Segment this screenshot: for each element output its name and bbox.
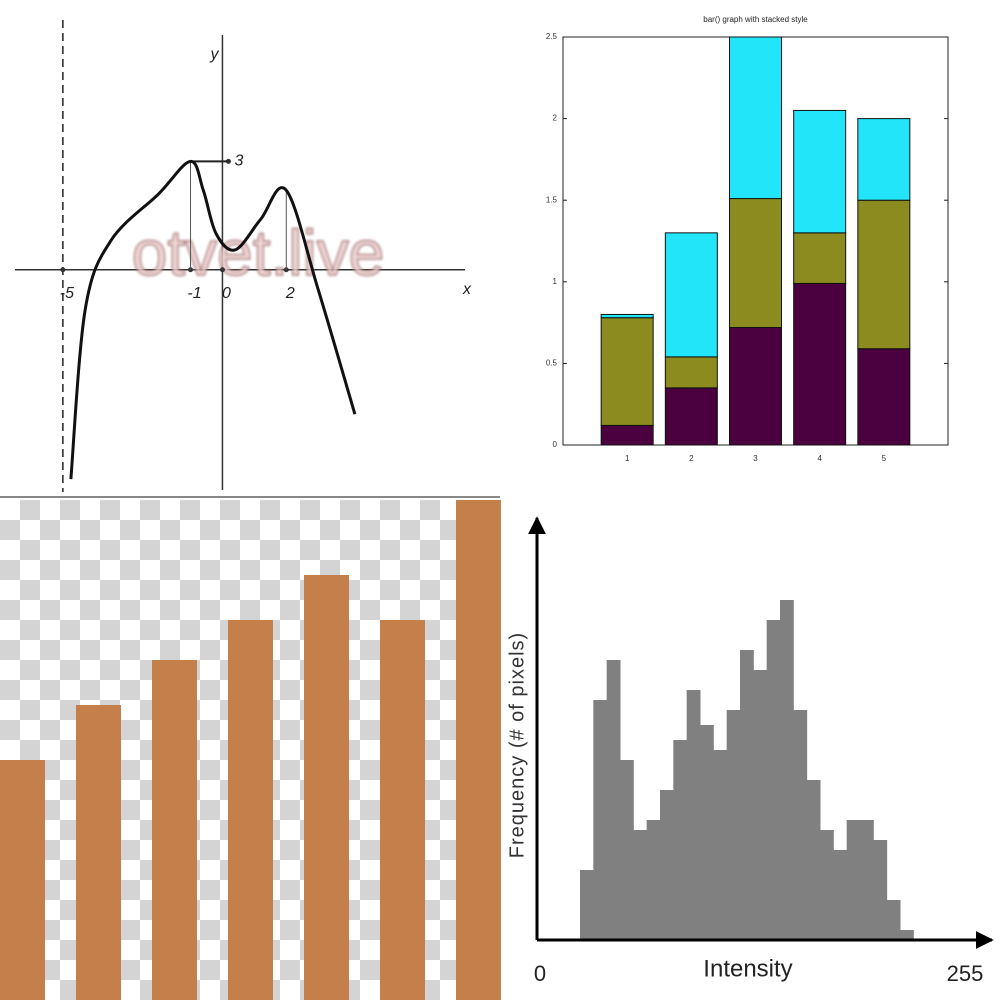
x-tick-label: 3 (753, 454, 758, 463)
histogram-bar (606, 660, 621, 940)
bar-segment (600, 317, 654, 426)
x-tick-label: -5 (60, 285, 74, 302)
x-tick (219, 267, 225, 273)
histogram-bar (846, 820, 861, 940)
histogram-bar (660, 790, 674, 940)
y-tick-label: 0 (553, 440, 558, 449)
histogram-bar (900, 930, 914, 940)
x-tick-label: 255 (947, 961, 984, 986)
histogram-bar (806, 780, 821, 940)
histogram-bar (886, 900, 901, 940)
histogram-bar (820, 830, 834, 940)
histogram-bar (753, 670, 768, 940)
histogram-bar (833, 850, 848, 940)
x-tick-label: 0 (534, 961, 546, 986)
bar-segment (857, 199, 911, 350)
x-tick-label: -1 (187, 285, 201, 302)
bar (456, 500, 501, 1000)
x-tick-label: 2 (285, 285, 295, 302)
chart-title: bar() graph with stacked style (703, 15, 808, 24)
curve (69, 159, 357, 480)
histogram-bar (766, 620, 781, 940)
bar (152, 660, 197, 1000)
y-tick-label: 3 (234, 153, 243, 170)
y-axis-label: y (209, 46, 219, 63)
bar-segment (664, 232, 718, 358)
x-tick-label: 4 (817, 454, 822, 463)
bar (380, 620, 425, 1000)
x-tick-label: 5 (882, 454, 887, 463)
histogram-bar (740, 650, 754, 940)
x-tick-label: 1 (625, 454, 630, 463)
histogram-bar (673, 740, 688, 940)
y-axis-label: Frequency (# of pixels) (506, 632, 528, 858)
bar-segment (793, 282, 847, 446)
histogram-bar (793, 710, 808, 940)
x-axis-label: Intensity (703, 955, 792, 982)
histogram-bar (860, 820, 874, 940)
y-tick-label: 1 (553, 277, 558, 286)
bar (76, 705, 121, 1000)
bar-segment (664, 387, 718, 446)
bar-segment (857, 118, 911, 201)
bar-segment (600, 313, 654, 319)
histogram-bar (686, 690, 701, 940)
bar-segment (793, 109, 847, 234)
y-tick-label: 2 (553, 114, 558, 123)
histogram-bar (646, 820, 661, 940)
histogram-bar (620, 760, 634, 940)
histogram-bar (593, 700, 608, 940)
histogram-bar (580, 870, 594, 940)
bar-segment (600, 424, 654, 446)
x-tick (60, 267, 66, 273)
bar-segment (664, 356, 718, 389)
y-tick-label: 0.5 (546, 359, 558, 368)
bar (228, 620, 273, 1000)
histogram-bar (873, 840, 888, 940)
y-tick-label: 2.5 (546, 32, 558, 41)
histogram-bar (633, 830, 648, 940)
histogram-bar (700, 725, 714, 940)
histogram-bar (713, 750, 728, 940)
histogram-bar (780, 600, 794, 940)
bar-segment (857, 348, 911, 446)
bar (304, 575, 349, 1000)
x-tick-label: 2 (689, 454, 694, 463)
bar-segment (729, 198, 782, 328)
x-tick-label: 0 (222, 285, 231, 302)
bar-segment (729, 36, 782, 200)
bar (0, 760, 45, 1000)
bar-segment (793, 232, 847, 284)
y-tick-label: 1.5 (546, 195, 558, 204)
watermark: otvet.live (132, 217, 385, 289)
histogram-bar (726, 710, 741, 940)
x-axis-label: x (462, 281, 472, 298)
bar-segment (729, 326, 782, 446)
